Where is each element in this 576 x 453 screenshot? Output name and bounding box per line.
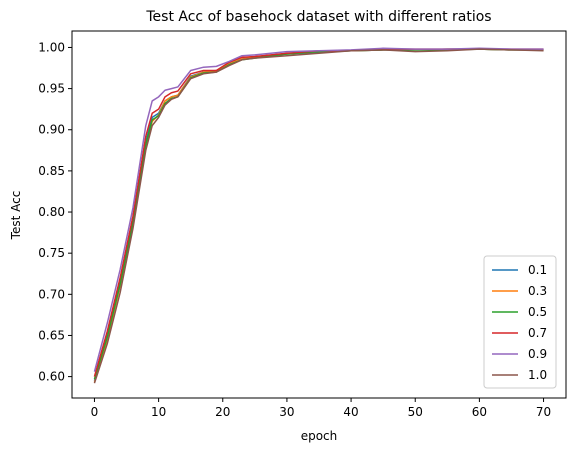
y-tick-label: 0.65 <box>38 328 65 342</box>
x-tick-label: 60 <box>472 405 487 419</box>
y-tick-label: 0.60 <box>38 370 65 384</box>
y-tick-label: 1.00 <box>38 40 65 54</box>
y-tick-label: 0.80 <box>38 205 65 219</box>
series-line-0-9 <box>93 47 544 372</box>
series-line-0-3 <box>93 48 544 383</box>
legend: 0.1 0.3 0.5 0.7 0.9 1.0 <box>483 255 557 389</box>
series-line-0-1 <box>93 48 544 381</box>
legend-entry-label: 0.3 <box>528 284 547 298</box>
y-axis-label: Test Acc <box>9 191 23 241</box>
legend-entry-label: 1.0 <box>528 368 547 382</box>
y-tick-label: 0.90 <box>38 123 65 137</box>
y-tick-label: 0.85 <box>38 164 65 178</box>
y-axis: 0.60 0.65 0.70 0.75 0.80 0.85 0.90 0.95 1.00 <box>38 40 72 384</box>
legend-entry-label: 0.9 <box>528 347 547 361</box>
x-tick-label: 10 <box>151 405 166 419</box>
x-tick-label: 0 <box>91 405 99 419</box>
x-tick-label: 20 <box>215 405 230 419</box>
series-line-0-5 <box>93 48 544 380</box>
x-tick-label: 50 <box>408 405 423 419</box>
legend-entry-label: 0.7 <box>528 326 547 340</box>
y-tick-label: 0.70 <box>38 287 65 301</box>
y-tick-label: 0.75 <box>38 246 65 260</box>
series-line-0-7 <box>93 48 544 377</box>
plot-area-frame <box>71 30 567 399</box>
x-axis-label: epoch <box>301 429 338 443</box>
y-tick-label: 0.95 <box>38 82 65 96</box>
legend-entry-label: 0.1 <box>528 263 547 277</box>
chart-title: Test Acc of basehock dataset with differ… <box>145 9 491 25</box>
x-tick-label: 30 <box>279 405 294 419</box>
legend-frame <box>483 255 557 389</box>
series-line-1-0 <box>93 48 544 384</box>
x-tick-label: 40 <box>343 405 358 419</box>
legend-entry-label: 0.5 <box>528 305 547 319</box>
series-layer <box>93 47 544 384</box>
x-axis: 0 10 20 30 40 50 60 70 <box>91 398 551 419</box>
x-tick-label: 70 <box>536 405 551 419</box>
